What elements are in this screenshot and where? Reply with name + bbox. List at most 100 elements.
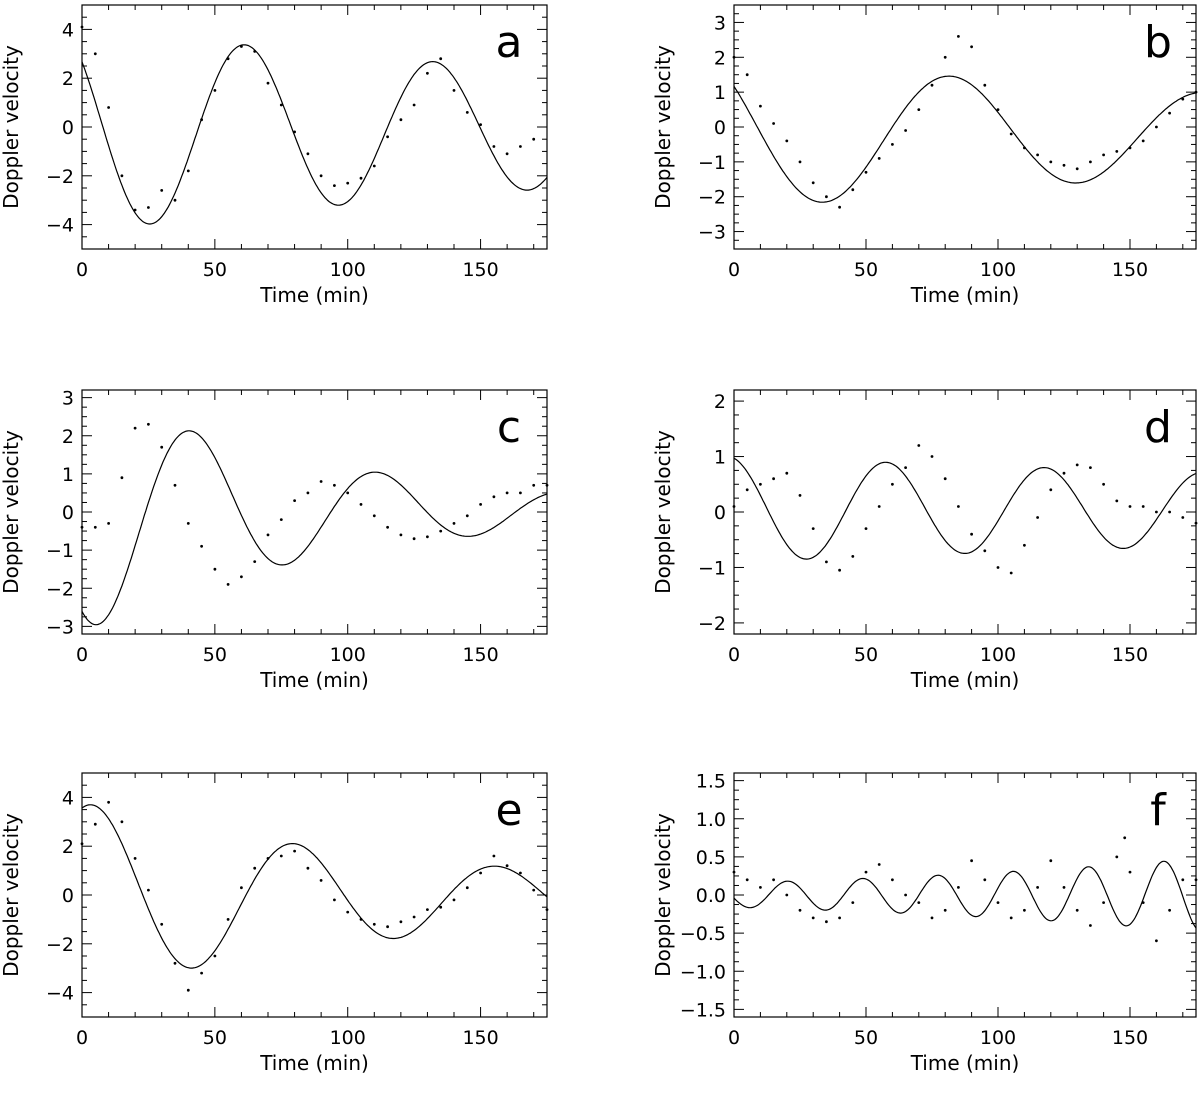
data-point <box>983 549 987 553</box>
data-point <box>133 426 137 430</box>
data-point <box>452 898 456 902</box>
data-point <box>147 422 150 426</box>
data-point <box>1102 901 1105 904</box>
data-point <box>279 854 283 858</box>
data-point <box>226 57 230 61</box>
panel-a: 0 50 100 150 −4 −2 0 2 4 Time (min) Doppler veloci… <box>0 4 548 307</box>
data-point <box>930 916 934 920</box>
data-point <box>1102 482 1105 486</box>
data-point <box>319 480 323 483</box>
observed-points <box>80 422 549 586</box>
data-point <box>492 145 496 148</box>
data-point <box>346 910 350 914</box>
data-point <box>851 901 855 904</box>
data-point <box>293 130 296 134</box>
data-point <box>772 122 775 125</box>
data-point <box>439 529 443 533</box>
y-tick-label: 3 <box>714 12 726 34</box>
data-point <box>147 888 150 892</box>
data-point <box>745 878 749 882</box>
data-point <box>333 898 336 902</box>
y-tick-label: −1 <box>698 152 726 174</box>
data-point <box>386 925 389 929</box>
data-point <box>1128 505 1132 508</box>
data-point <box>1062 163 1066 167</box>
plot-frame <box>733 4 1197 250</box>
data-point <box>346 491 350 495</box>
data-point <box>732 55 736 59</box>
data-point <box>133 857 137 860</box>
x-tick-label: 150 <box>1112 259 1148 281</box>
y-axis-title: Doppler velocity <box>651 813 675 977</box>
data-point <box>173 198 177 202</box>
data-point <box>465 111 469 114</box>
data-point <box>160 189 164 192</box>
panel-letter: f <box>1150 785 1167 836</box>
data-point <box>452 89 456 92</box>
y-tick-label: 0 <box>62 885 74 907</box>
data-point <box>1102 153 1105 157</box>
y-tick-label: 1 <box>714 447 726 469</box>
observed-points <box>732 35 1198 209</box>
data-point <box>266 81 270 85</box>
x-axis-title: Time (min) <box>910 1051 1020 1075</box>
data-point <box>1181 878 1185 882</box>
data-point <box>1194 90 1198 94</box>
data-point <box>825 560 828 564</box>
data-point <box>772 878 775 882</box>
panel-e: 0 50 100 150 −4 −2 0 2 4 Time (min) Doppler veloci… <box>0 772 549 1075</box>
fit-curve <box>733 75 1197 203</box>
data-point <box>1115 855 1119 859</box>
y-tick-label: 0 <box>62 117 74 139</box>
y-axis-title: Doppler velocity <box>0 45 23 209</box>
data-point <box>1009 571 1013 575</box>
data-point <box>785 893 789 897</box>
data-point <box>412 915 416 919</box>
data-point <box>120 476 124 480</box>
x-tick-label: 100 <box>980 259 1016 281</box>
data-point <box>1155 939 1158 943</box>
data-point <box>1075 908 1079 912</box>
data-point <box>1009 916 1013 920</box>
data-point <box>492 854 496 858</box>
y-tick-label: −1 <box>46 540 74 562</box>
data-point <box>359 503 363 506</box>
panel-b: 0 50 100 150 −3 −2 −1 0 1 2 3 Time (min) Doppler vel… <box>651 4 1198 307</box>
y-tick-label: −4 <box>46 983 74 1005</box>
x-axis-title: Time (min) <box>259 283 369 307</box>
fit-curve <box>733 457 1197 560</box>
data-point <box>1023 543 1026 547</box>
y-tick-label: −2 <box>46 166 74 188</box>
data-point <box>811 527 815 530</box>
plot-frame <box>733 772 1197 1018</box>
data-point <box>359 918 363 921</box>
panel-letter: c <box>497 402 521 453</box>
panel-letter: e <box>495 785 522 836</box>
data-point <box>492 495 496 499</box>
data-point <box>1075 167 1079 171</box>
fit-curve <box>81 430 548 626</box>
data-point <box>943 55 947 59</box>
panel-c: 0 50 100 150 −3 −2 −1 0 1 2 3 Time (min) Doppler vel… <box>0 388 549 692</box>
data-point <box>93 822 97 826</box>
data-point <box>1036 153 1039 157</box>
data-point <box>1049 859 1053 863</box>
data-point <box>505 152 509 156</box>
data-point <box>240 886 243 890</box>
data-point <box>266 533 270 537</box>
data-point <box>465 886 469 890</box>
data-point <box>1141 505 1145 508</box>
x-tick-label: 150 <box>462 644 498 666</box>
y-tick-label: 0.5 <box>696 847 726 869</box>
data-point <box>107 800 110 804</box>
data-point <box>479 123 482 126</box>
data-point <box>253 50 257 53</box>
data-point <box>346 181 350 185</box>
data-point <box>798 160 802 164</box>
data-point <box>864 527 868 530</box>
data-point <box>306 866 310 870</box>
y-tick-label: 0 <box>714 502 726 524</box>
data-point <box>904 466 907 469</box>
fit-curve <box>733 860 1197 929</box>
